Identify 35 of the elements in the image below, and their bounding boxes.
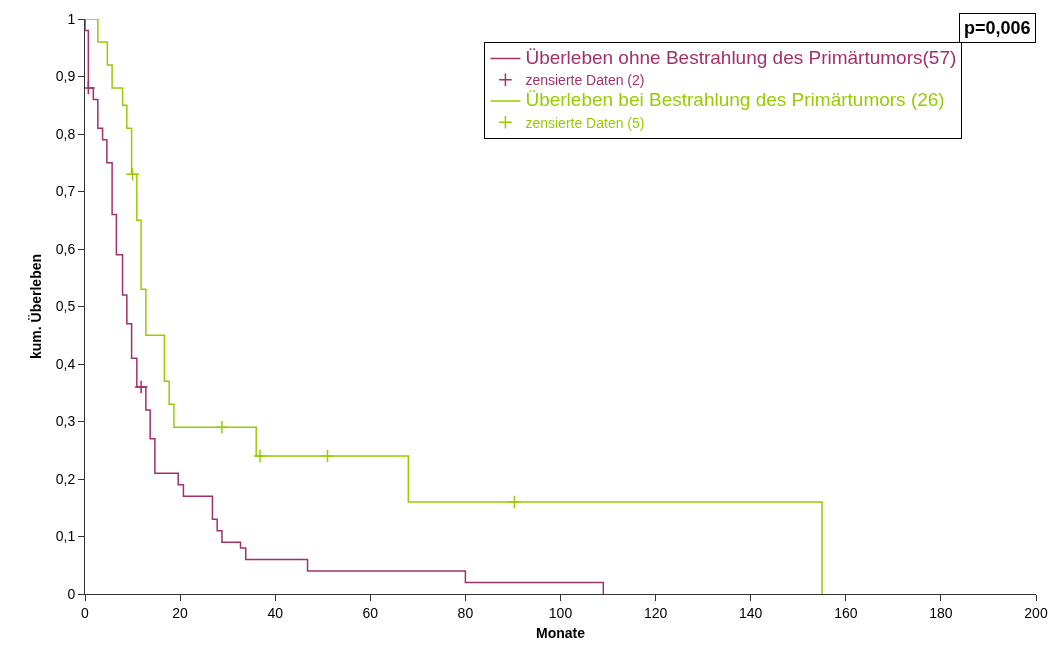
x-tick-label: 80	[457, 604, 474, 621]
x-tick-label: 160	[834, 604, 858, 621]
legend-label: zensierte Daten (5)	[525, 114, 645, 131]
point	[252, 448, 268, 464]
y-tick-label: 0	[67, 585, 76, 602]
legend-label: zensierte Daten (2)	[525, 72, 645, 89]
y-tick-label: 0,4	[55, 355, 76, 372]
y-tick-label: 0,2	[55, 470, 76, 487]
y-axis-title: kum. Überleben	[28, 253, 45, 360]
y-tick-label: 0,3	[55, 413, 76, 430]
x-tick-label: 100	[548, 604, 573, 621]
y-tick-label: 0,5	[55, 298, 76, 315]
point	[320, 448, 335, 464]
y-tick-label: 0,9	[55, 68, 76, 85]
annotation: p=0,006	[964, 18, 1031, 38]
x-tick-label: 180	[929, 604, 953, 621]
legend-label: Überleben ohne Bestrahlung des Primärtumors(57)	[525, 47, 957, 69]
x-tick-label: 20	[172, 604, 189, 621]
x-tick-label: 40	[267, 604, 284, 621]
point	[125, 167, 140, 182]
y-tick-label: 1	[67, 10, 76, 27]
x-tick-label: 200	[1024, 604, 1048, 621]
y-tick-label: 0,1	[55, 528, 76, 545]
point	[507, 494, 522, 510]
x-tick-label: 0	[81, 604, 90, 621]
point	[134, 379, 149, 395]
point	[214, 420, 229, 435]
x-tick-label: 140	[739, 604, 763, 621]
x-tick-label: 120	[643, 604, 668, 621]
y-tick-label: 0,7	[55, 183, 76, 200]
y-tick-label: 0,6	[55, 240, 76, 257]
y-tick-label: 0,8	[55, 125, 76, 142]
x-tick-label: 60	[362, 604, 379, 621]
legend-label: Überleben bei Bestrahlung des Primärtumors (26)	[525, 89, 945, 111]
x-axis-title: Monate	[536, 625, 586, 642]
